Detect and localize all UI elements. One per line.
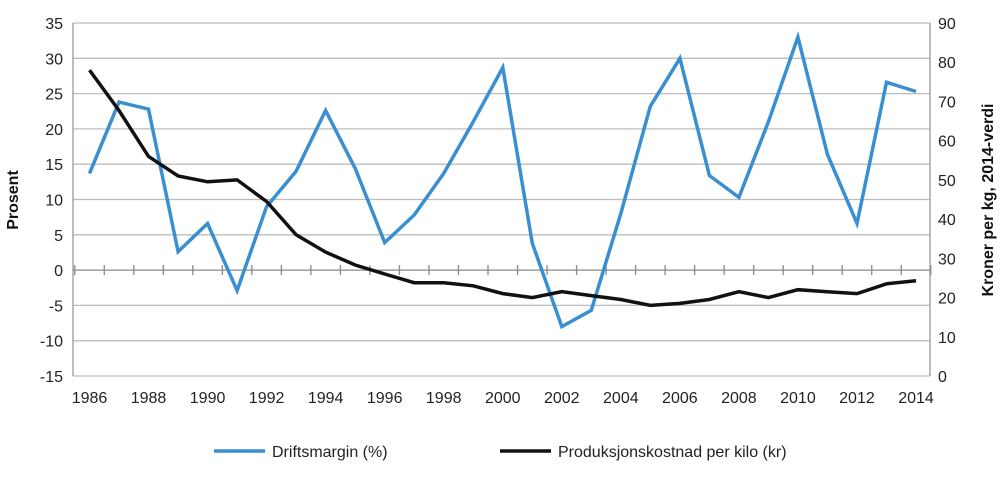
left-tick-label: 15: [45, 157, 63, 174]
left-axis: 35 30 25 20 15 10 5 0 -5 -10 -15: [40, 16, 63, 386]
x-tick-label: 1996: [367, 390, 403, 407]
right-tick-label: 30: [938, 251, 956, 268]
right-tick-label: 10: [938, 330, 956, 347]
x-tick-label: 2006: [662, 390, 698, 407]
x-tick-label: 1986: [72, 390, 108, 407]
right-tick-label: 20: [938, 291, 956, 308]
x-tick-label: 2010: [780, 390, 816, 407]
x-tick-label: 1990: [190, 390, 226, 407]
x-tick-label: 1994: [308, 390, 344, 407]
left-tick-label: 10: [45, 193, 63, 210]
left-tick-label: 35: [45, 16, 63, 33]
right-tick-label: 40: [938, 212, 956, 229]
left-axis-label: Prosent: [5, 170, 22, 230]
x-tick-label: 2014: [898, 390, 934, 407]
right-tick-label: 80: [938, 55, 956, 72]
left-tick-label: 25: [45, 87, 63, 104]
right-tick-label: 0: [938, 369, 947, 386]
right-axis: 90 80 70 60 50 40 30 20 10 0: [938, 16, 956, 386]
right-tick-label: 90: [938, 16, 956, 33]
right-axis-label: Kroner per kg, 2014-verdi: [980, 104, 997, 297]
left-tick-label: -10: [40, 334, 63, 351]
x-tick-label: 1998: [426, 390, 462, 407]
x-tick-label: 1988: [131, 390, 167, 407]
x-tick-label: 2012: [839, 390, 875, 407]
left-tick-label: 5: [54, 228, 63, 245]
right-tick-label: 60: [938, 134, 956, 151]
x-tick-label: 1992: [249, 390, 285, 407]
left-tick-label: -5: [49, 298, 63, 315]
legend-label-driftsmargin: Driftsmargin (%): [272, 444, 388, 461]
x-axis: 1986 1988 1990 1992 1994 1996 1998 2000 2002 2004…: [72, 265, 934, 407]
left-tick-label: 20: [45, 122, 63, 139]
x-tick-label: 2008: [721, 390, 757, 407]
left-tick-label: 30: [45, 51, 63, 68]
x-tick-label: 2000: [485, 390, 521, 407]
gridlines: [72, 22, 931, 377]
right-tick-label: 70: [938, 94, 956, 111]
legend-label-produksjonskostnad: Produksjonskostnad per kilo (kr): [558, 444, 787, 461]
right-tick-label: 50: [938, 173, 956, 190]
left-tick-label: 0: [54, 263, 63, 280]
x-tick-label: 2004: [603, 390, 639, 407]
left-tick-label: -15: [40, 369, 63, 386]
series-lines: [87, 31, 917, 330]
legend: Driftsmargin (%) Produksjonskostnad per …: [214, 444, 787, 461]
x-tick-label: 2002: [544, 390, 580, 407]
